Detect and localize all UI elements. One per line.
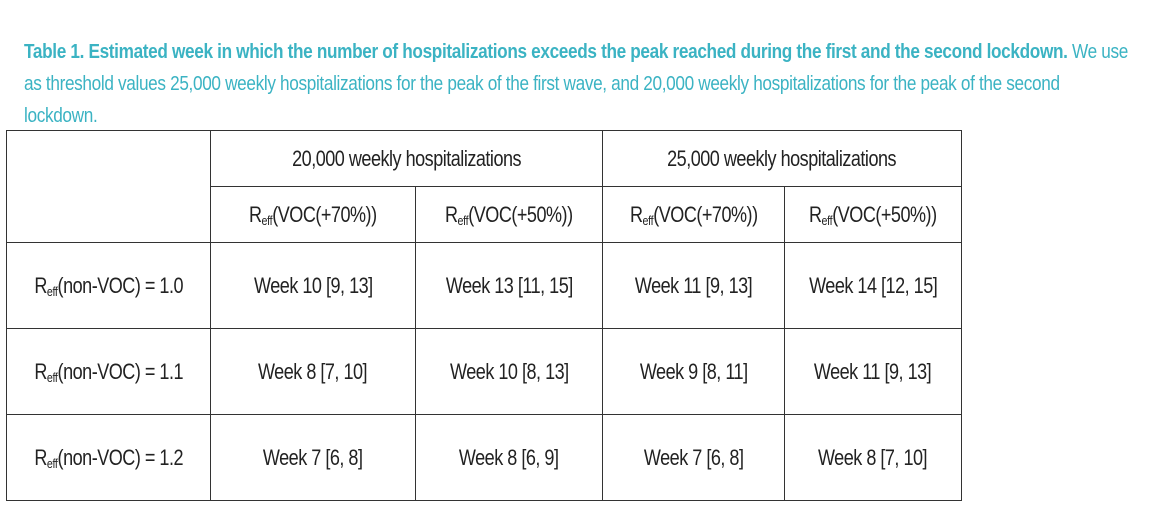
table-caption: Table 1. Estimated week in which the num… <box>24 36 1133 132</box>
sub-header-row: Reff(VOC(+70%)) Reff(VOC(+50%)) Reff(VOC… <box>7 186 962 243</box>
corner-cell <box>6 130 211 243</box>
sub-header-cell: Reff(VOC(+70%)) <box>210 186 416 243</box>
table-row: Reff(non-VOC) = 1.2 Week 7 [6, 8] Week 8… <box>6 414 962 501</box>
table-cell: Week 8 [6, 9] <box>415 414 603 501</box>
table-cell: Week 7 [6, 8] <box>210 414 416 501</box>
group-header-row: 20,000 weekly hospitalizations 25,000 we… <box>6 130 962 243</box>
table-row: Reff(non-VOC) = 1.0 Week 10 [9, 13] Week… <box>6 242 962 329</box>
caption-text: We use as threshold values 25,000 weekly… <box>24 41 1128 127</box>
sub-header-cell: Reff(VOC(+70%)) <box>602 186 785 243</box>
group-header-25000: 25,000 weekly hospitalizations <box>602 130 962 187</box>
table-row: Reff(non-VOC) = 1.1 Week 8 [7, 10] Week … <box>6 328 962 415</box>
sub-header-cell: Reff(VOC(+50%)) <box>784 186 962 243</box>
table-cell: Week 10 [9, 13] <box>210 242 416 329</box>
caption-title: Table 1. Estimated week in which the num… <box>24 41 1068 63</box>
row-label: Reff(non-VOC) = 1.1 <box>6 328 211 415</box>
table-cell: Week 11 [9, 13] <box>602 242 785 329</box>
row-label: Reff(non-VOC) = 1.2 <box>6 414 211 501</box>
row-label: Reff(non-VOC) = 1.0 <box>6 242 211 329</box>
table-cell: Week 8 [7, 10] <box>784 414 962 501</box>
table-cell: Week 14 [12, 15] <box>784 242 962 329</box>
sub-header-cell: Reff(VOC(+50%)) <box>415 186 603 243</box>
group-header-20000: 20,000 weekly hospitalizations <box>210 130 603 187</box>
table-cell: Week 8 [7, 10] <box>210 328 416 415</box>
table-cell: Week 13 [11, 15] <box>415 242 603 329</box>
table-cell: Week 10 [8, 13] <box>415 328 603 415</box>
results-table: 20,000 weekly hospitalizations 25,000 we… <box>6 130 962 501</box>
table-cell: Week 7 [6, 8] <box>602 414 785 501</box>
table-cell: Week 11 [9, 13] <box>784 328 962 415</box>
table-cell: Week 9 [8, 11] <box>602 328 785 415</box>
